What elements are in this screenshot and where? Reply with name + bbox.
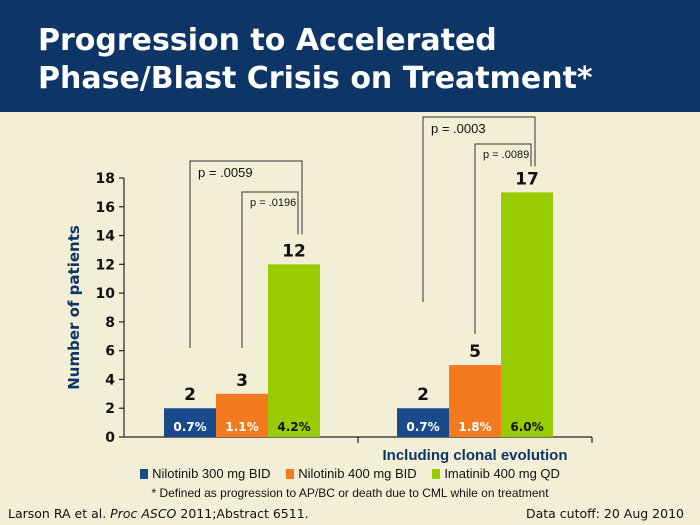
data-cutoff-note: Data cutoff: 20 Aug 2010: [525, 506, 684, 521]
significance-bracket: [241, 191, 299, 348]
bar-percent-label: 0.7%: [173, 420, 206, 434]
slide-title-line-2: Phase/Blast Crisis on Treatment*: [38, 61, 593, 96]
significance-bracket: [474, 143, 532, 334]
p-value-label: p = .0196: [250, 197, 296, 209]
x-category-label: Including clonal evolution: [382, 447, 567, 464]
bar: [449, 365, 501, 437]
reference-authors: Larson RA et al.: [8, 506, 111, 521]
bar-percent-label: 4.2%: [277, 420, 310, 434]
y-tick-label: 0: [105, 430, 115, 446]
y-tick-label: 6: [105, 344, 115, 360]
legend-item-nilotinib-400: Nilotinib 400 mg BID: [286, 466, 417, 481]
y-tick-label: 14: [96, 229, 116, 245]
bar-value-label: 2: [417, 385, 429, 405]
bar-chart: 0 2 4 6 8 10 12 14 16 18 Number of patients 2 0.7% 3 1…: [65, 116, 593, 464]
y-tick-label: 8: [105, 315, 115, 331]
bar-value-label: 12: [282, 241, 306, 261]
significance-bracket: [189, 160, 303, 348]
bar: [268, 264, 320, 437]
reference-citation: Larson RA et al. Proc ASCO 2011;Abstract…: [8, 506, 309, 521]
bar: [501, 192, 553, 437]
p-value-label: p = .0003: [431, 121, 486, 136]
bar-value-label: 17: [515, 169, 539, 189]
p-value-label: p = .0089: [483, 149, 529, 161]
p-value-label: p = .0059: [198, 165, 253, 180]
bar-percent-label: 6.0%: [510, 420, 543, 434]
legend-swatch-nilotinib-400: [286, 469, 295, 479]
reference-details: 2011;Abstract 6511.: [176, 506, 309, 521]
y-tick-label: 4: [105, 372, 115, 388]
legend-label-nilotinib-300: Nilotinib 300 mg BID: [152, 466, 271, 481]
legend-label-imatinib-400: Imatinib 400 mg QD: [444, 466, 560, 481]
y-tick-label: 16: [96, 200, 115, 216]
y-axis-title: Number of patients: [65, 225, 83, 390]
bar-percent-label: 0.7%: [406, 420, 439, 434]
chart-legend: Nilotinib 300 mg BID Nilotinib 400 mg BI…: [0, 466, 700, 481]
bar-value-label: 5: [469, 342, 481, 362]
legend-swatch-nilotinib-300: [140, 469, 149, 479]
title-banner: Progression to Accelerated Phase/Blast C…: [0, 0, 700, 112]
y-tick-label: 10: [96, 286, 116, 302]
reference-journal: Proc ASCO: [110, 506, 177, 521]
legend-label-nilotinib-400: Nilotinib 400 mg BID: [298, 466, 417, 481]
bar: [397, 408, 449, 437]
significance-bracket: [422, 116, 536, 302]
footnote: * Defined as progression to AP/BC or dea…: [151, 486, 549, 500]
slide-title-line-1: Progression to Accelerated: [38, 23, 497, 58]
legend-item-nilotinib-300: Nilotinib 300 mg BID: [140, 466, 271, 481]
y-tick-label: 18: [96, 171, 115, 187]
slide-title: Progression to Accelerated Phase/Blast C…: [38, 22, 678, 98]
bar: [216, 393, 268, 437]
bar-value-label: 3: [236, 371, 248, 391]
bar: [164, 408, 216, 437]
bar-value-label: 2: [184, 385, 196, 405]
y-tick-label: 2: [105, 401, 115, 417]
y-tick-label: 12: [96, 257, 115, 273]
legend-item-imatinib-400: Imatinib 400 mg QD: [432, 466, 560, 481]
bar-percent-label: 1.8%: [458, 420, 491, 434]
legend-swatch-imatinib-400: [432, 469, 441, 479]
bar-percent-label: 1.1%: [225, 420, 258, 434]
